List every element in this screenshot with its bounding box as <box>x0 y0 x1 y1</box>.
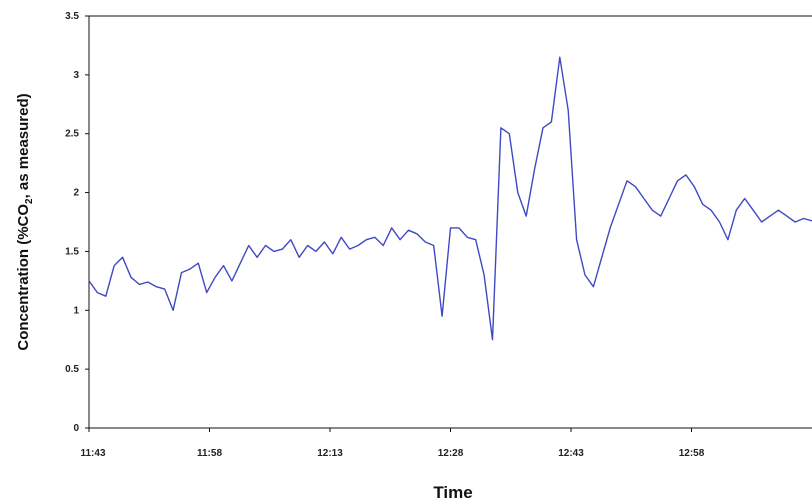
x-tick-label: 12:58 <box>679 448 705 459</box>
y-tick-label: 0 <box>73 423 79 434</box>
y-axis-ticks: 0 0.5 1 1.5 2 2.5 3 3.5 <box>65 11 89 434</box>
x-axis-title: Time <box>433 483 472 502</box>
series-line-1 <box>88 56 812 341</box>
x-tick-label: 11:43 <box>80 448 105 459</box>
y-tick-label: 1.5 <box>65 246 79 257</box>
y-axis-title-rest: , as measured) <box>15 93 32 198</box>
x-tick-label: 12:28 <box>438 448 464 459</box>
y-tick-label: 0.5 <box>65 364 79 375</box>
y-tick-label: 1 <box>73 305 79 316</box>
x-tick-label: 12:43 <box>558 448 584 459</box>
plot-frame <box>88 15 812 429</box>
x-tick-label: 11:58 <box>197 448 222 459</box>
y-tick-label: 3.5 <box>65 11 79 22</box>
y-tick-label: 2.5 <box>65 129 79 140</box>
y-tick-label: 2 <box>73 188 79 199</box>
y-tick-label: 3 <box>73 70 79 81</box>
y-axis-title: Concentration (%CO2, as measured) <box>15 93 35 350</box>
x-tick-label: 12:13 <box>317 448 343 459</box>
y-axis-title-main: Concentration (%CO <box>15 204 32 351</box>
x-axis-ticks: 11:43 11:58 12:13 12:28 12:43 12:58 <box>80 428 705 459</box>
y-axis-title-subscript: 2 <box>24 198 35 204</box>
series-layer <box>88 56 812 341</box>
